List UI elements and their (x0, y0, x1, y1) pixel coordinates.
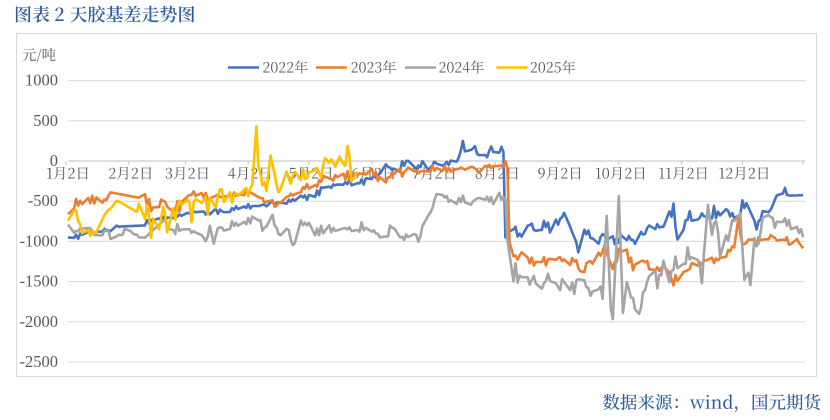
svg-text:-2500: -2500 (20, 352, 59, 371)
svg-text:-1000: -1000 (20, 231, 59, 250)
svg-text:-2000: -2000 (20, 312, 59, 331)
svg-text:-1500: -1500 (20, 272, 59, 291)
svg-text:500: 500 (33, 111, 58, 130)
svg-text:0: 0 (50, 151, 58, 170)
svg-text:-500: -500 (28, 191, 58, 210)
svg-text:1000: 1000 (25, 71, 58, 90)
